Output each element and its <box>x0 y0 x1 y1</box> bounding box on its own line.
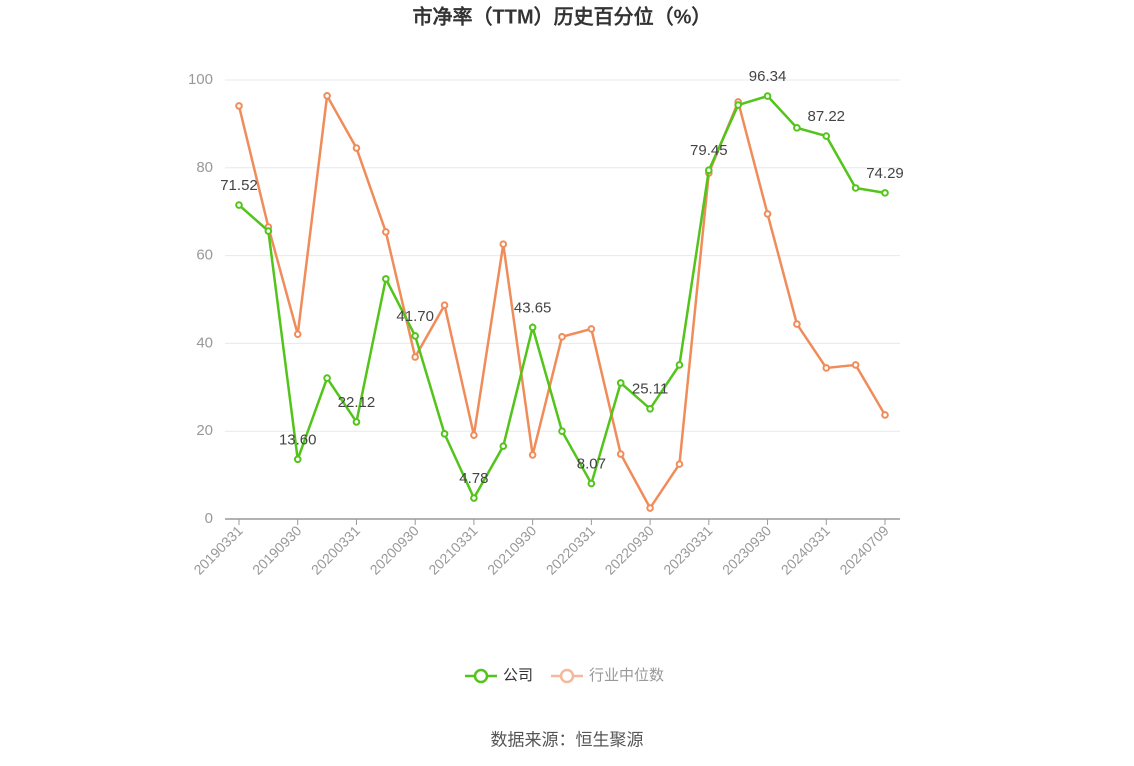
x-tick-label: 20220331 <box>543 522 599 578</box>
data-point <box>763 92 772 100</box>
data-label: 25.11 <box>632 381 668 398</box>
legend-item[interactable]: 公司 <box>465 667 533 684</box>
x-tick-label: 20210331 <box>425 522 481 578</box>
data-point <box>264 227 273 235</box>
data-label: 74.29 <box>866 165 904 182</box>
data-point <box>440 301 449 310</box>
series-line <box>237 91 887 511</box>
data-point <box>675 361 684 369</box>
data-label: 22.12 <box>338 394 376 411</box>
data-label: 41.70 <box>396 308 434 325</box>
data-label: 87.22 <box>807 108 845 125</box>
data-point <box>558 333 566 341</box>
data-point <box>851 184 860 192</box>
data-point <box>881 411 889 419</box>
data-point <box>235 102 243 110</box>
data-point <box>616 379 625 387</box>
x-tick-label: 20240331 <box>778 522 834 578</box>
y-tick-label: 60 <box>196 247 213 264</box>
legend-marker <box>559 668 575 684</box>
chart-title: 市净率（TTM）历史百分位（%） <box>413 4 712 28</box>
data-label: 8.07 <box>577 456 606 473</box>
data-point <box>587 325 596 333</box>
data-point <box>734 101 742 109</box>
y-tick-label: 0 <box>205 510 213 527</box>
legend-item[interactable]: 行业中位数 <box>551 667 664 684</box>
data-point <box>587 479 596 488</box>
x-tick-label: 20190930 <box>249 522 305 578</box>
data-point <box>763 210 772 218</box>
data-point <box>235 201 243 209</box>
y-tick-label: 40 <box>196 334 213 351</box>
data-point <box>382 275 390 283</box>
legend-label: 行业中位数 <box>589 667 664 684</box>
data-label: 13.60 <box>279 431 317 448</box>
x-tick-label: 20240709 <box>836 522 892 578</box>
data-label: 71.52 <box>220 177 258 194</box>
x-tick-label: 20210930 <box>484 522 540 578</box>
data-point <box>499 240 508 248</box>
data-point <box>822 364 831 372</box>
data-point <box>822 132 831 140</box>
data-label: 4.78 <box>459 470 488 487</box>
data-point <box>558 427 566 436</box>
data-label: 43.65 <box>514 299 552 316</box>
data-point <box>793 320 801 328</box>
legend-marker <box>473 668 489 684</box>
data-point <box>293 455 302 464</box>
data-point <box>293 330 302 338</box>
data-point <box>411 332 419 340</box>
data-point <box>499 442 508 450</box>
legend-label: 公司 <box>503 667 533 684</box>
data-point <box>382 228 390 236</box>
x-tick-label: 20230331 <box>660 522 716 578</box>
data-point <box>851 361 860 369</box>
x-tick-label: 20200930 <box>367 522 423 578</box>
data-point <box>411 353 419 361</box>
data-point <box>352 144 361 152</box>
x-tick-label: 20200331 <box>308 522 364 578</box>
data-label: 96.34 <box>749 68 787 85</box>
data-point <box>323 374 331 382</box>
data-point <box>352 418 361 426</box>
y-tick-label: 20 <box>196 422 213 439</box>
data-point <box>793 124 801 132</box>
y-tick-label: 80 <box>196 159 213 176</box>
series-line <box>238 94 886 501</box>
y-tick-label: 100 <box>188 71 213 88</box>
data-point <box>528 451 537 459</box>
data-point <box>470 431 478 439</box>
data-point <box>440 430 449 438</box>
data-point <box>881 189 889 197</box>
data-point <box>528 323 537 332</box>
data-label: 79.45 <box>690 142 728 159</box>
data-point <box>470 494 478 502</box>
x-tick-label: 20220930 <box>601 522 657 578</box>
data-point <box>646 504 654 512</box>
data-point <box>675 460 684 468</box>
x-tick-label: 20190331 <box>190 522 246 578</box>
data-point <box>323 92 331 100</box>
data-point <box>646 404 654 413</box>
source-note: 数据来源：恒生聚源 <box>491 730 644 749</box>
data-point <box>705 166 713 175</box>
data-point <box>616 450 625 458</box>
x-tick-label: 20230930 <box>719 522 775 578</box>
